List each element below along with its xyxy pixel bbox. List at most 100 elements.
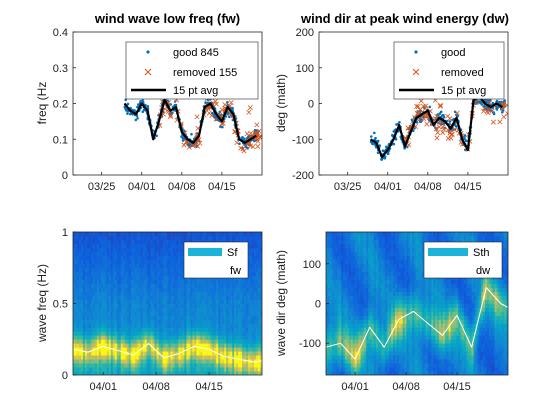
heatmap-cell <box>128 251 132 257</box>
heatmap-cell <box>232 351 235 356</box>
heatmap-cell <box>140 303 144 308</box>
heatmap-cell <box>236 355 239 360</box>
heatmap-cell <box>200 323 203 328</box>
heatmap-cell <box>148 359 151 364</box>
heatmap-cell <box>84 303 88 308</box>
heatmap-cell <box>134 315 138 320</box>
heatmap-cell <box>168 287 171 292</box>
heatmap-cell <box>168 291 171 296</box>
heatmap-cell <box>120 259 124 265</box>
heatmap-cell <box>140 371 144 375</box>
heatmap-cell <box>138 371 142 375</box>
heatmap-cell <box>164 319 167 324</box>
heatmap-cell <box>124 255 128 261</box>
heatmap-cell <box>142 279 146 285</box>
heatmap-cell <box>156 243 159 249</box>
heatmap-cell <box>164 267 167 273</box>
heatmap-cell <box>168 235 171 241</box>
heatmap-cell <box>110 279 114 285</box>
heatmap-cell <box>102 367 106 372</box>
heatmap-cell <box>254 271 257 277</box>
heatmap-cell <box>156 319 159 324</box>
heatmap-cell <box>186 367 189 372</box>
heatmap-cell <box>124 347 128 352</box>
heatmap-cell <box>236 335 239 340</box>
heatmap-cell <box>130 283 134 289</box>
heatmap-cell <box>74 311 78 316</box>
heatmap-cell <box>180 327 183 332</box>
heatmap-cell <box>74 295 78 300</box>
scatter-point-removed <box>213 116 219 122</box>
heatmap-cell <box>102 291 106 296</box>
heatmap-cell <box>260 259 262 265</box>
heatmap-cell <box>150 339 153 344</box>
heatmap-cell <box>160 255 163 261</box>
heatmap-cell <box>73 307 76 312</box>
heatmap-cell <box>256 271 259 277</box>
heatmap-cell <box>224 327 227 332</box>
heatmap-cell <box>250 343 253 348</box>
heatmap-cell <box>341 275 344 281</box>
heatmap-cell <box>160 307 163 312</box>
scatter-point-removed <box>497 119 503 125</box>
heatmap-cell <box>252 255 255 261</box>
heatmap-cell <box>110 307 114 312</box>
p1-xtick-label: 04/08 <box>168 181 196 193</box>
heatmap-cell <box>178 232 181 237</box>
heatmap-cell <box>172 347 175 352</box>
heatmap-cell <box>226 287 229 292</box>
heatmap-cell <box>88 291 92 296</box>
heatmap-cell <box>100 347 104 352</box>
heatmap-cell <box>98 263 102 269</box>
heatmap-cell <box>172 271 175 277</box>
heatmap-cell <box>220 355 223 360</box>
heatmap-cell <box>156 287 159 292</box>
heatmap-cell <box>104 291 108 296</box>
heatmap-cell <box>326 235 329 241</box>
heatmap-cell <box>122 247 126 253</box>
heatmap-cell <box>220 235 223 241</box>
heatmap-cell <box>184 347 187 352</box>
heatmap-cell <box>80 327 84 332</box>
heatmap-cell <box>192 279 195 285</box>
heatmap-cell <box>252 315 255 320</box>
heatmap-cell <box>236 323 239 328</box>
heatmap-cell <box>150 259 153 265</box>
heatmap-cell <box>136 327 140 332</box>
heatmap-cell <box>329 307 333 312</box>
heatmap-cell <box>172 235 175 241</box>
heatmap-cell <box>333 235 336 241</box>
heatmap-cell <box>250 323 253 328</box>
heatmap-cell <box>78 339 82 344</box>
heatmap-cell <box>335 267 338 273</box>
heatmap-cell <box>142 299 146 304</box>
heatmap-cell <box>82 339 86 344</box>
heatmap-cell <box>252 323 255 328</box>
heatmap-cell <box>230 291 233 296</box>
heatmap-cell <box>162 311 165 316</box>
heatmap-cell <box>96 291 100 296</box>
heatmap-cell <box>102 263 106 269</box>
heatmap-cell <box>186 295 189 300</box>
heatmap-cell <box>174 243 177 249</box>
heatmap-cell <box>254 251 257 257</box>
heatmap-cell <box>84 287 88 292</box>
heatmap-cell <box>154 243 157 249</box>
heatmap-cell <box>90 251 94 257</box>
heatmap-cell <box>337 307 340 312</box>
heatmap-cell <box>132 295 136 300</box>
heatmap-cell <box>154 247 157 253</box>
heatmap-cell <box>134 303 138 308</box>
heatmap-cell <box>347 287 350 292</box>
heatmap-cell <box>134 287 138 292</box>
heatmap-cell <box>180 271 183 277</box>
heatmap-cell <box>146 232 149 237</box>
heatmap-cell <box>144 232 148 237</box>
heatmap-cell <box>128 235 132 241</box>
heatmap-cell <box>126 315 130 320</box>
heatmap-cell <box>343 335 346 340</box>
heatmap-cell <box>106 351 110 356</box>
heatmap-cell <box>82 327 86 332</box>
scatter-point-good <box>406 145 409 149</box>
